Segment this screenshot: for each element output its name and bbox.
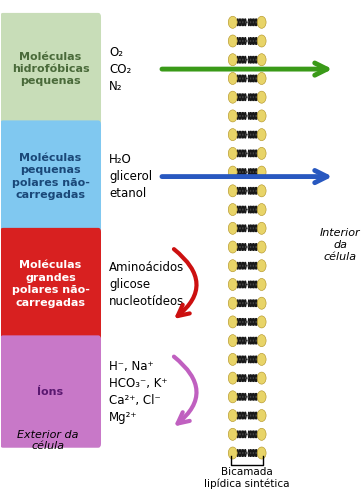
Circle shape (257, 110, 266, 122)
FancyBboxPatch shape (0, 13, 101, 125)
Circle shape (228, 222, 237, 234)
Circle shape (257, 72, 266, 85)
Circle shape (257, 297, 266, 309)
Circle shape (257, 222, 266, 234)
Text: Moléculas
grandes
polares não-
carregadas: Moléculas grandes polares não- carregada… (12, 260, 90, 308)
Circle shape (257, 241, 266, 253)
FancyBboxPatch shape (0, 335, 101, 448)
Circle shape (257, 203, 266, 216)
Text: H₂O
glicerol
etanol: H₂O glicerol etanol (109, 153, 152, 200)
Text: Interior
da
célula: Interior da célula (320, 228, 360, 261)
Circle shape (228, 241, 237, 253)
Text: Moléculas
pequenas
polares não-
carregadas: Moléculas pequenas polares não- carregad… (12, 153, 90, 200)
Circle shape (228, 35, 237, 47)
FancyBboxPatch shape (0, 120, 101, 233)
Circle shape (228, 16, 237, 28)
Circle shape (228, 72, 237, 85)
Circle shape (228, 278, 237, 291)
Circle shape (257, 278, 266, 291)
FancyBboxPatch shape (0, 228, 101, 340)
Circle shape (228, 203, 237, 216)
Circle shape (257, 166, 266, 178)
Circle shape (257, 35, 266, 47)
Circle shape (228, 391, 237, 403)
Circle shape (257, 129, 266, 141)
Circle shape (228, 409, 237, 422)
Circle shape (228, 148, 237, 159)
Circle shape (257, 260, 266, 272)
Text: Exterior da
célula: Exterior da célula (17, 430, 79, 451)
Circle shape (257, 335, 266, 346)
Circle shape (257, 91, 266, 103)
Circle shape (257, 16, 266, 28)
Circle shape (228, 53, 237, 66)
Circle shape (228, 428, 237, 441)
Circle shape (257, 372, 266, 384)
Circle shape (257, 428, 266, 441)
Circle shape (257, 185, 266, 197)
Text: O₂
CO₂
N₂: O₂ CO₂ N₂ (109, 46, 131, 93)
Circle shape (228, 372, 237, 384)
Text: Íons: Íons (38, 387, 64, 396)
Circle shape (257, 391, 266, 403)
Circle shape (228, 166, 237, 178)
Circle shape (257, 53, 266, 66)
Circle shape (257, 316, 266, 328)
Circle shape (228, 260, 237, 272)
Text: Aminoácidos
glicose
nucleotídeos: Aminoácidos glicose nucleotídeos (109, 260, 184, 307)
Text: Bicamada
lipídica sintética: Bicamada lipídica sintética (204, 467, 290, 490)
Circle shape (257, 447, 266, 459)
Circle shape (228, 335, 237, 346)
Circle shape (228, 185, 237, 197)
Circle shape (228, 447, 237, 459)
Text: Moléculas
hidrofóbicas
pequenas: Moléculas hidrofóbicas pequenas (12, 51, 90, 87)
Circle shape (228, 129, 237, 141)
Text: H⁻, Na⁺
HCO₃⁻, K⁺
Ca²⁺, Cl⁻
Mg²⁺: H⁻, Na⁺ HCO₃⁻, K⁺ Ca²⁺, Cl⁻ Mg²⁺ (109, 359, 168, 424)
Circle shape (228, 353, 237, 365)
Circle shape (228, 316, 237, 328)
Circle shape (257, 409, 266, 422)
Circle shape (228, 91, 237, 103)
Circle shape (257, 353, 266, 365)
Circle shape (228, 110, 237, 122)
Circle shape (257, 148, 266, 159)
Circle shape (228, 297, 237, 309)
